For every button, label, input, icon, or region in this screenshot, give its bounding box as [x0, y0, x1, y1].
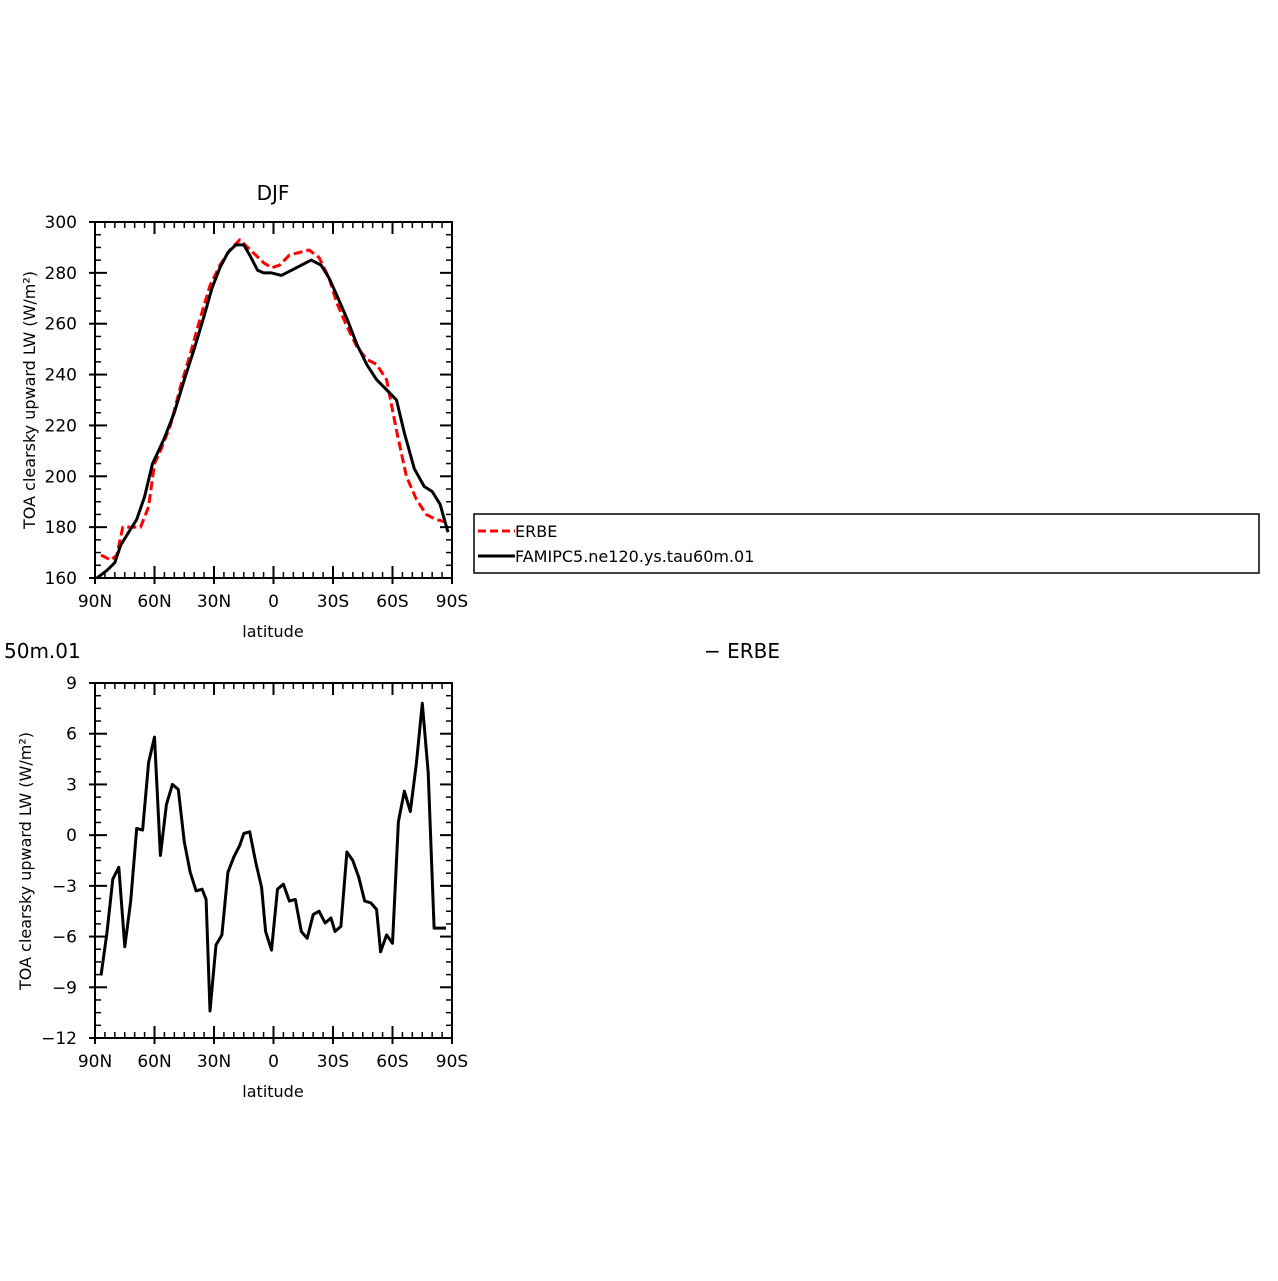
top-panel: DJF 90N 60N 30N 0 30S 60S 90S 160 180 200 220 240 2…: [20, 181, 468, 641]
y-tick-label: −9: [52, 978, 77, 998]
y-tick-label: −12: [41, 1029, 77, 1049]
x-tick-label: 30N: [197, 592, 231, 612]
x-tick-label: 0: [268, 592, 279, 612]
legend-label-erbe: ERBE: [515, 522, 557, 541]
x-tick-label: 90S: [436, 1052, 468, 1072]
y-tick-label: −3: [52, 877, 77, 897]
bottom-plot-title-right: − ERBE: [704, 639, 780, 663]
y-tick-label: −6: [52, 928, 77, 948]
y-tick-label: 240: [45, 366, 77, 386]
legend-label-famipc5: FAMIPC5.ne120.ys.tau60m.01: [515, 547, 754, 566]
top-y-tick-labels: 160 180 200 220 240 260 280 300: [45, 213, 77, 589]
x-tick-label: 0: [268, 1052, 279, 1072]
legend-frame: [473, 513, 1260, 574]
y-tick-label: 220: [45, 416, 77, 436]
bottom-series-lines: [99, 701, 446, 1013]
top-axis-ticks: [89, 221, 453, 584]
x-tick-label: 60N: [137, 1052, 171, 1072]
bottom-y-tick-labels: −12 −9 −6 −3 0 3 6 9: [41, 674, 77, 1049]
y-tick-label: 9: [66, 674, 77, 694]
y-tick-label: 160: [45, 569, 77, 589]
top-plot-title: DJF: [257, 181, 290, 205]
y-tick-label: 300: [45, 213, 77, 233]
y-tick-label: 180: [45, 518, 77, 538]
x-tick-label: 30S: [317, 1052, 349, 1072]
series-line-difference: [99, 701, 446, 1013]
bottom-panel: 50m.01 − ERBE 90N 60N 30N 0 30S 60S 90S −12−9−…: [4, 639, 780, 1101]
x-tick-label: 90N: [78, 1052, 112, 1072]
bottom-x-tick-labels: 90N 60N 30N 0 30S 60S 90S: [78, 1052, 468, 1072]
y-tick-label: 260: [45, 315, 77, 335]
legend: ERBE FAMIPC5.ne120.ys.tau60m.01: [473, 513, 1260, 574]
series-line-erbe: [100, 238, 447, 562]
y-tick-label: 200: [45, 467, 77, 487]
bottom-plot-title-left: 50m.01: [4, 639, 81, 663]
x-tick-label: 60S: [376, 1052, 408, 1072]
x-tick-label: 30S: [317, 592, 349, 612]
top-x-tick-labels: 90N 60N 30N 0 30S 60S 90S: [78, 592, 468, 612]
y-tick-label: 6: [66, 725, 77, 745]
bottom-x-axis-title: latitude: [242, 1082, 303, 1101]
bottom-axis-ticks: [89, 682, 453, 1044]
bottom-plot-frame: [94, 682, 453, 1039]
x-tick-label: 60S: [376, 592, 408, 612]
bottom-y-axis-title: TOA clearsky upward LW (W/m²): [16, 732, 35, 991]
x-tick-label: 90S: [436, 592, 468, 612]
x-tick-label: 90N: [78, 592, 112, 612]
series-line-famipc5-ne120-ys-tau60m-01: [96, 243, 450, 580]
top-y-axis-title: TOA clearsky upward LW (W/m²): [20, 271, 39, 530]
top-plot-frame: [94, 221, 453, 579]
y-tick-label: 3: [66, 775, 77, 795]
x-tick-label: 60N: [137, 592, 171, 612]
y-tick-label: 280: [45, 264, 77, 284]
y-tick-label: 0: [66, 826, 77, 846]
top-x-axis-title: latitude: [242, 622, 303, 641]
top-series-lines: [96, 238, 450, 580]
x-tick-label: 30N: [197, 1052, 231, 1072]
